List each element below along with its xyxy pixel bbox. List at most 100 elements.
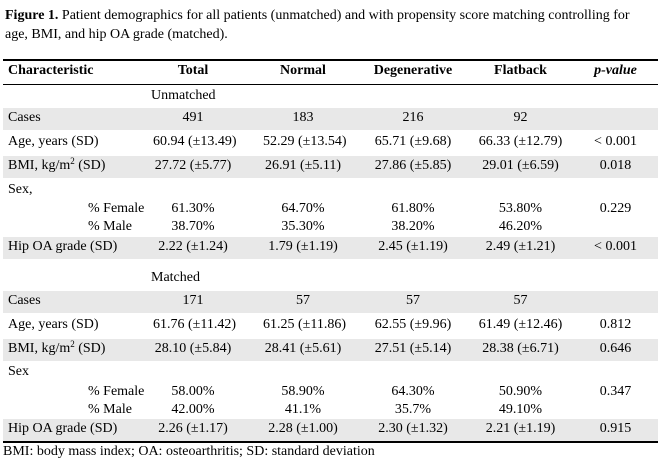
figure-caption: Figure 1. Patient demographics for all p… xyxy=(5,6,655,44)
group-label-matched: Matched xyxy=(3,268,658,289)
row-label: % Male xyxy=(88,219,132,234)
header-pvalue: p-value xyxy=(594,63,637,78)
cell-total: 491 xyxy=(182,110,204,125)
cell-total: 2.26 (±1.17) xyxy=(158,421,228,436)
cell-normal: 2.28 (±1.00) xyxy=(268,421,338,436)
cell-flatback: 49.10% xyxy=(498,402,543,417)
cell-pvalue: 0.915 xyxy=(599,421,632,436)
cell-total: 42.00% xyxy=(171,402,215,417)
cell-flatback: 53.80% xyxy=(498,201,543,216)
cell-normal: 41.1% xyxy=(284,402,322,417)
cell-flatback: 92 xyxy=(513,110,528,125)
table-row: Hip OA grade (SD) 2.22 (±1.24) 1.79 (±1.… xyxy=(3,237,658,259)
cell-normal: 61.25 (±11.86) xyxy=(263,317,346,332)
row-label: Sex, xyxy=(8,182,33,197)
cell-degenerative: 2.45 (±1.19) xyxy=(378,239,448,254)
row-label: Age, years (SD) xyxy=(8,317,99,332)
cell-total: 61.76 (±11.42) xyxy=(153,317,236,332)
header-row: Characteristic Total Normal Degenerative… xyxy=(3,61,658,83)
cell-normal: 1.79 (±1.19) xyxy=(268,239,338,254)
table-top-rule xyxy=(3,59,658,61)
row-label: % Female xyxy=(88,384,145,399)
cell-degenerative: 61.80% xyxy=(391,201,435,216)
cell-degenerative: 38.20% xyxy=(391,219,435,234)
header-degenerative: Degenerative xyxy=(373,63,453,78)
group-label-unmatched: Unmatched xyxy=(3,86,658,107)
cell-normal: 52.29 (±13.54) xyxy=(263,134,347,149)
caption-label: Figure 1. xyxy=(5,8,59,23)
table-row: Sex xyxy=(3,362,658,381)
table-row: Cases 171 57 57 57 xyxy=(3,291,658,313)
header-total: Total xyxy=(177,63,209,78)
bmi-label-superscript: 2 xyxy=(70,156,75,166)
row-label: BMI, kg/m2 (SD) xyxy=(8,156,105,176)
cell-total: 58.00% xyxy=(171,384,215,399)
cell-flatback: 57 xyxy=(513,293,528,308)
cell-flatback: 46.20% xyxy=(498,219,543,234)
cell-total: 27.72 (±5.77) xyxy=(154,158,232,173)
row-label: BMI, kg/m2 (SD) xyxy=(8,339,105,359)
cell-total: 60.94 (±13.49) xyxy=(153,134,237,149)
cell-degenerative: 216 xyxy=(402,110,424,125)
cell-pvalue: < 0.001 xyxy=(594,239,637,254)
header-characteristic: Characteristic xyxy=(8,63,94,78)
table-bottom-rule xyxy=(3,441,658,443)
unmatched-label: Unmatched xyxy=(151,88,216,103)
cell-pvalue: 0.347 xyxy=(599,384,632,399)
table-row: % Female 61.30% 64.70% 61.80% 53.80% 0.2… xyxy=(3,199,658,218)
cell-flatback: 50.90% xyxy=(498,384,543,399)
table-row: Hip OA grade (SD) 2.26 (±1.17) 2.28 (±1.… xyxy=(3,419,658,441)
bmi-label-suffix: (SD) xyxy=(74,158,106,173)
row-label: Sex xyxy=(8,364,29,379)
table-row: Sex, xyxy=(3,180,658,199)
table-footnote: BMI: body mass index; OA: osteoarthritis… xyxy=(3,444,375,459)
bmi-label-text: BMI, kg/m xyxy=(8,158,71,173)
bmi-label-suffix: (SD) xyxy=(74,341,106,356)
cell-normal: 26.91 (±5.11) xyxy=(265,158,341,173)
cell-total: 171 xyxy=(182,293,204,308)
table-row: Cases 491 183 216 92 xyxy=(3,108,658,130)
row-label: Hip OA grade (SD) xyxy=(8,421,118,436)
row-label: % Female xyxy=(88,201,145,216)
table-row: BMI, kg/m2 (SD) 27.72 (±5.77) 26.91 (±5.… xyxy=(3,156,658,178)
bmi-label-text: BMI, kg/m xyxy=(8,341,71,356)
cell-flatback: 2.21 (±1.19) xyxy=(485,421,556,436)
cell-pvalue: 0.812 xyxy=(599,317,632,332)
table-row: % Female 58.00% 58.90% 64.30% 50.90% 0.3… xyxy=(3,382,658,401)
cell-degenerative: 57 xyxy=(406,293,420,308)
cell-degenerative: 62.55 (±9.96) xyxy=(374,317,452,332)
cell-pvalue: 0.646 xyxy=(599,341,632,356)
header-flatback: Flatback xyxy=(494,63,547,78)
cell-degenerative: 65.71 (±9.68) xyxy=(374,134,452,149)
row-label: Cases xyxy=(8,110,41,125)
cell-pvalue: 0.018 xyxy=(599,158,632,173)
cell-flatback: 66.33 (±12.79) xyxy=(478,134,563,149)
header-rule xyxy=(3,84,658,85)
cell-normal: 28.41 (±5.61) xyxy=(264,341,342,356)
header-normal: Normal xyxy=(280,63,326,78)
row-label: Hip OA grade (SD) xyxy=(8,239,118,254)
cell-total: 38.70% xyxy=(171,219,215,234)
bmi-label-superscript: 2 xyxy=(70,339,75,349)
cell-flatback: 61.49 (±12.46) xyxy=(478,317,563,332)
cell-degenerative: 27.86 (±5.85) xyxy=(374,158,452,173)
cell-flatback: 28.38 (±6.71) xyxy=(482,341,559,356)
cell-normal: 35.30% xyxy=(281,219,325,234)
cell-degenerative: 35.7% xyxy=(394,402,432,417)
cell-normal: 58.90% xyxy=(281,384,325,399)
cell-pvalue: 0.229 xyxy=(599,201,632,216)
row-label: % Male xyxy=(88,402,132,417)
cell-total: 2.22 (±1.24) xyxy=(158,239,228,254)
row-label: Age, years (SD) xyxy=(8,134,99,149)
cell-total: 61.30% xyxy=(171,201,215,216)
cell-normal: 183 xyxy=(292,110,314,125)
cell-flatback: 29.01 (±6.59) xyxy=(482,158,559,173)
table-row: Age, years (SD) 60.94 (±13.49) 52.29 (±1… xyxy=(3,132,658,154)
caption-text: Patient demographics for all patients (u… xyxy=(5,8,630,42)
table-row: Age, years (SD) 61.76 (±11.42) 61.25 (±1… xyxy=(3,315,658,337)
cell-degenerative: 64.30% xyxy=(391,384,435,399)
cell-total: 28.10 (±5.84) xyxy=(154,341,232,356)
matched-label: Matched xyxy=(151,270,200,285)
cell-flatback: 2.49 (±1.21) xyxy=(485,239,556,254)
cell-degenerative: 27.51 (±5.14) xyxy=(374,341,452,356)
